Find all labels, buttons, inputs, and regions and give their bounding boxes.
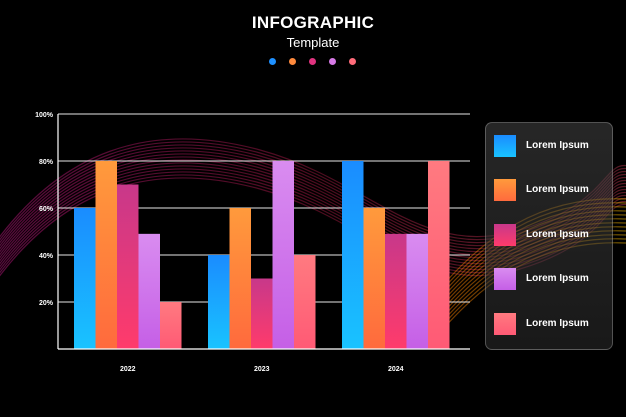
bar-2023-series-5 (294, 255, 316, 349)
legend-swatch (494, 179, 516, 201)
header-dot (349, 58, 356, 65)
legend-label: Lorem Ipsum (526, 229, 589, 240)
legend-item: Lorem Ipsum (494, 313, 610, 337)
bar-2022-series-4 (138, 233, 160, 349)
legend-label: Lorem Ipsum (526, 273, 589, 284)
y-tick-label: 100% (35, 112, 54, 119)
y-tick-label: 60% (39, 206, 54, 213)
x-tick-label: 2022 (120, 366, 136, 373)
legend-label: Lorem Ipsum (526, 318, 589, 329)
y-tick-label: 80% (39, 159, 54, 166)
legend-panel: Lorem Ipsum Lorem Ipsum Lorem Ipsum Lorem I… (485, 122, 613, 350)
legend-swatch (494, 224, 516, 246)
bar-2023-series-1 (208, 255, 230, 349)
bar-2024-series-3 (385, 233, 407, 349)
legend-item: Lorem Ipsum (494, 268, 610, 292)
legend-item: Lorem Ipsum (494, 135, 610, 159)
x-tick-label: 2024 (388, 366, 404, 373)
header-dot (289, 58, 296, 65)
chart-title: INFOGRAPHIC (251, 13, 375, 32)
legend-item: Lorem Ipsum (494, 224, 610, 248)
y-tick-label: 20% (39, 300, 54, 307)
bar-2022-series-2 (95, 161, 117, 349)
header-dot (329, 58, 336, 65)
legend-swatch (494, 135, 516, 157)
chart-axes (57, 114, 470, 350)
bar-2022-series-1 (74, 208, 96, 349)
legend-label: Lorem Ipsum (526, 140, 589, 151)
y-tick-label: 40% (39, 253, 54, 260)
bar-2024-series-2 (363, 208, 385, 349)
legend-item: Lorem Ipsum (494, 179, 610, 203)
bar-2023-series-4 (272, 161, 294, 349)
x-tick-label: 2023 (254, 366, 270, 373)
bar-2024-series-4 (406, 233, 428, 349)
chart-subtitle: Template (286, 35, 340, 50)
header-dot (309, 58, 316, 65)
bar-2024-series-1 (342, 161, 364, 349)
legend-swatch (494, 313, 516, 335)
legend-label: Lorem Ipsum (526, 184, 589, 195)
x-tick-labels: 2022 2023 2024 (120, 366, 404, 373)
bar-2022-series-5 (160, 302, 182, 349)
bar-2023-series-3 (251, 278, 273, 349)
bar-2022-series-3 (117, 184, 139, 349)
bar-2024-series-5 (428, 161, 450, 349)
legend-swatch (494, 268, 516, 290)
header-dot (269, 58, 276, 65)
y-tick-labels: 20% 40% 60% 80% 100% (35, 112, 54, 307)
bar-2023-series-2 (229, 208, 251, 349)
chart-bars (74, 161, 450, 349)
